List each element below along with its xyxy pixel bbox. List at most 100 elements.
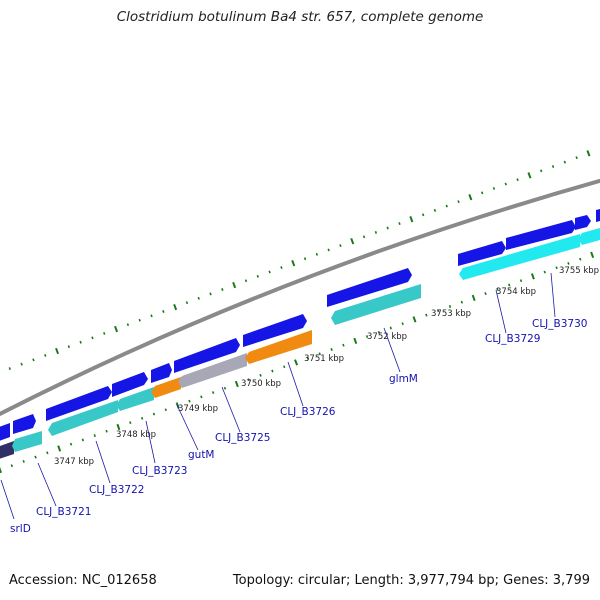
- scale-tick: [330, 348, 333, 351]
- scale-tick: [504, 182, 507, 186]
- scale-tick: [421, 213, 425, 217]
- scale-tick: [586, 150, 591, 157]
- scale-tick: [579, 257, 582, 261]
- scale-tick: [409, 216, 414, 223]
- scale-tick: [590, 251, 595, 259]
- scale-tick: [103, 332, 106, 335]
- scale-tick: [433, 208, 437, 212]
- scale-tick: [527, 172, 532, 179]
- scale-tick: [401, 322, 404, 326]
- scale-tick: [197, 296, 200, 300]
- scale-tick: [563, 160, 567, 164]
- scale-tick: [551, 165, 555, 168]
- reverse-gene-highlight[interactable]: [245, 330, 312, 364]
- scale-tick: [256, 274, 259, 278]
- scale-tick: [211, 391, 215, 394]
- forward-gene[interactable]: [458, 241, 506, 266]
- gene-labels: srlD CLJ_B3721 CLJ_B3722 CLJ_B3723 gutM …: [10, 318, 587, 535]
- scale-tick: [575, 156, 578, 160]
- gene-label[interactable]: CLJ_B3725: [215, 432, 270, 444]
- scale-tick: [173, 303, 178, 311]
- gene-label[interactable]: glmM: [389, 373, 418, 385]
- scale-tick: [471, 294, 476, 302]
- reverse-gene[interactable]: [12, 431, 42, 452]
- gene-label[interactable]: CLJ_B3729: [485, 333, 540, 345]
- scale-tick: [350, 238, 355, 245]
- forward-gene[interactable]: [0, 423, 10, 442]
- forward-gene[interactable]: [151, 363, 172, 383]
- scale-tick: [105, 429, 108, 433]
- gene-label[interactable]: CLJ_B3721: [36, 506, 91, 518]
- scale-tick: [436, 309, 440, 313]
- reverse-gene[interactable]: [48, 400, 118, 436]
- forward-gene[interactable]: [327, 268, 412, 307]
- scale-tick: [185, 301, 189, 305]
- forward-gene[interactable]: [596, 209, 600, 222]
- forward-gene[interactable]: [174, 338, 240, 373]
- scale-tick: [32, 358, 35, 362]
- scale-tick: [223, 386, 227, 390]
- forward-gene[interactable]: [112, 372, 148, 397]
- inner-tick-ring: [0, 251, 595, 474]
- scale-tick-label: 3748 kbp: [116, 430, 156, 440]
- forward-gene[interactable]: [575, 215, 591, 230]
- scale-tick: [150, 314, 153, 318]
- scale-tick: [303, 257, 307, 261]
- scale-tick: [389, 326, 392, 330]
- accession-text: Accession: NC_012658: [9, 573, 157, 588]
- scale-tick: [460, 300, 464, 304]
- scale-tick: [44, 354, 47, 357]
- reverse-gene[interactable]: [0, 441, 14, 460]
- reverse-gene[interactable]: [459, 234, 580, 280]
- gene-label[interactable]: srlD: [10, 523, 31, 535]
- gene-label[interactable]: CLJ_B3722: [89, 484, 144, 496]
- scale-tick: [138, 318, 141, 322]
- forward-gene[interactable]: [243, 314, 307, 347]
- scale-tick: [79, 340, 82, 344]
- scale-tick-label: 3755 kbp: [559, 266, 599, 276]
- scale-tick: [164, 408, 167, 412]
- scale-tick: [306, 356, 310, 360]
- scale-tick-label: 3749 kbp: [178, 404, 218, 414]
- scale-tick: [362, 235, 366, 239]
- gene-label[interactable]: gutM: [188, 449, 215, 461]
- scale-tick: [327, 248, 330, 252]
- scale-tick: [20, 362, 23, 366]
- scale-tick: [339, 244, 342, 247]
- scale-tick: [377, 330, 381, 334]
- scale-tick: [374, 230, 378, 234]
- reverse-gene[interactable]: [116, 387, 154, 411]
- forward-gene[interactable]: [46, 386, 112, 421]
- reverse-gene[interactable]: [578, 228, 600, 245]
- scale-tick: [232, 281, 237, 289]
- reverse-gene-gray[interactable]: [178, 353, 247, 388]
- scale-tick: [540, 169, 543, 173]
- scale-tick-label: 3751 kbp: [304, 354, 344, 364]
- gene-label[interactable]: CLJ_B3726: [280, 406, 336, 418]
- reverse-gene-highlight[interactable]: [151, 377, 181, 398]
- scale-tick: [67, 345, 71, 349]
- scale-tick: [188, 399, 191, 403]
- scale-tick: [152, 412, 156, 416]
- genome-summary-text: Topology: circular; Length: 3,977,794 bp…: [232, 573, 590, 588]
- gene-label[interactable]: CLJ_B3723: [132, 465, 187, 477]
- scale-tick: [140, 416, 144, 420]
- scale-tick: [268, 270, 271, 274]
- scale-tick: [353, 337, 358, 345]
- genome-backbone: [0, 178, 600, 417]
- scale-tick: [8, 367, 11, 371]
- scale-tick: [280, 266, 283, 269]
- forward-gene[interactable]: [506, 220, 576, 250]
- scale-tick: [291, 259, 296, 267]
- scale-tick: [398, 222, 401, 226]
- scale-tick-label: 3747 kbp: [54, 457, 94, 467]
- gene-label[interactable]: CLJ_B3730: [532, 318, 587, 330]
- scale-tick-label: 3753 kbp: [431, 309, 471, 319]
- reverse-gene[interactable]: [331, 284, 421, 325]
- scale-tick: [221, 288, 224, 291]
- scale-tick: [10, 464, 14, 468]
- scale-tick: [448, 305, 452, 308]
- forward-gene[interactable]: [13, 414, 36, 434]
- scale-tick-label: 3750 kbp: [241, 379, 281, 389]
